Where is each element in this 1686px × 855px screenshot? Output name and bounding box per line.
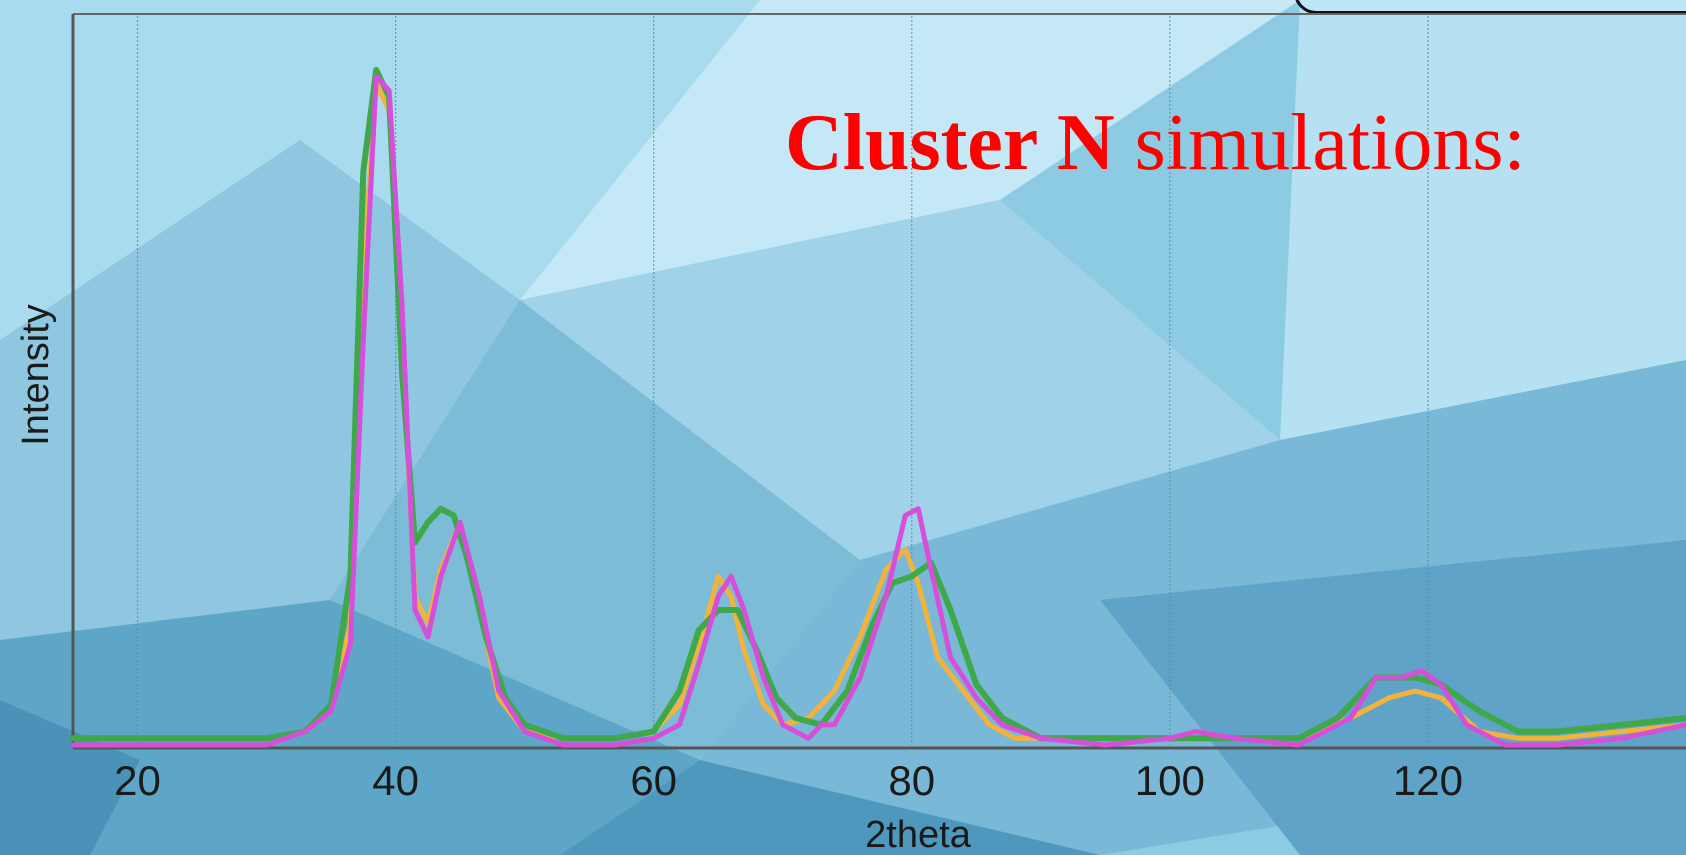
chart-callout: Cluster N simulations: xyxy=(785,98,1526,189)
y-axis-label: Intensity xyxy=(15,304,57,446)
series-group xyxy=(70,67,1686,748)
x-tick-label: 100 xyxy=(1135,757,1205,804)
x-tick-label: 20 xyxy=(114,757,161,804)
x-axis-label: 2theta xyxy=(865,814,972,855)
x-tick-label: 120 xyxy=(1393,757,1463,804)
grid-lines xyxy=(136,16,1429,745)
callout-normal-text: simulations: xyxy=(1114,99,1526,187)
x-tick-label: 40 xyxy=(372,757,419,804)
x-tick-label: 60 xyxy=(630,757,677,804)
callout-bold-text: Cluster N xyxy=(785,99,1115,187)
x-tick-label: 80 xyxy=(888,757,935,804)
x-tick-labels: 20 40 60 80 100 120 xyxy=(114,757,1463,804)
series-line-3 xyxy=(70,74,1686,748)
